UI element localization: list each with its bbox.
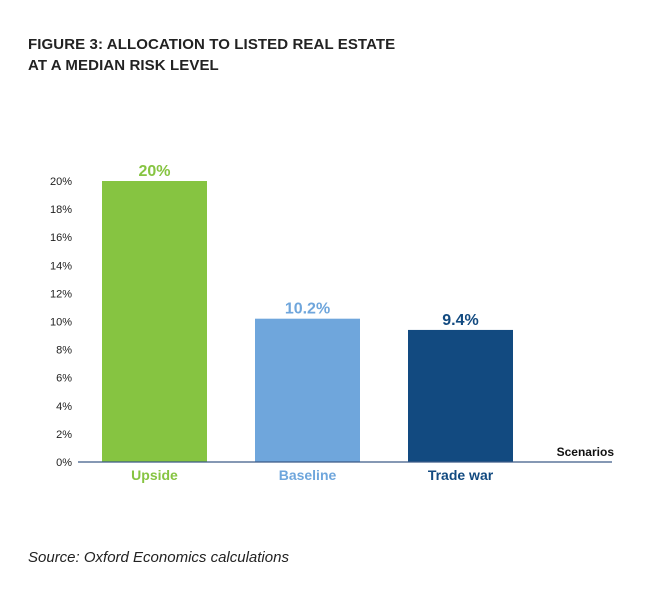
data-label: 20% <box>138 163 170 180</box>
x-category-label: Baseline <box>279 467 337 483</box>
x-axis-title: Scenarios <box>557 445 615 459</box>
y-tick-label: 10% <box>50 317 72 329</box>
y-tick-label: 14% <box>50 260 72 272</box>
y-tick-label: 16% <box>50 232 72 244</box>
y-axis: 0% 2% 4% 6% 8% 10% 12% 14% 16% 18% 20% <box>50 176 72 469</box>
data-label: 9.4% <box>442 312 478 329</box>
y-tick-label: 12% <box>50 288 72 300</box>
y-tick-label: 18% <box>50 204 72 216</box>
data-labels: 20% 10.2% 9.4% <box>138 163 478 329</box>
x-axis-categories: Upside Baseline Trade war <box>131 467 494 483</box>
source-note: Source: Oxford Economics calculations <box>28 549 289 566</box>
bar <box>408 329 513 462</box>
chart-title-line-1: FIGURE 3: ALLOCATION TO LISTED REAL ESTA… <box>28 36 396 53</box>
y-tick-label: 20% <box>50 176 72 188</box>
y-tick-label: 0% <box>56 457 72 469</box>
y-tick-label: 2% <box>56 429 72 441</box>
bar <box>255 318 360 462</box>
chart-title: FIGURE 3: ALLOCATION TO LISTED REAL ESTA… <box>28 34 395 76</box>
chart-title-line-2: AT A MEDIAN RISK LEVEL <box>28 57 219 74</box>
bar <box>102 181 207 462</box>
x-category-label: Upside <box>131 467 178 483</box>
y-tick-label: 8% <box>56 345 72 357</box>
y-tick-label: 6% <box>56 373 72 385</box>
bars <box>102 181 513 462</box>
y-tick-label: 4% <box>56 401 72 413</box>
x-category-label: Trade war <box>428 467 494 483</box>
data-label: 10.2% <box>285 301 330 318</box>
